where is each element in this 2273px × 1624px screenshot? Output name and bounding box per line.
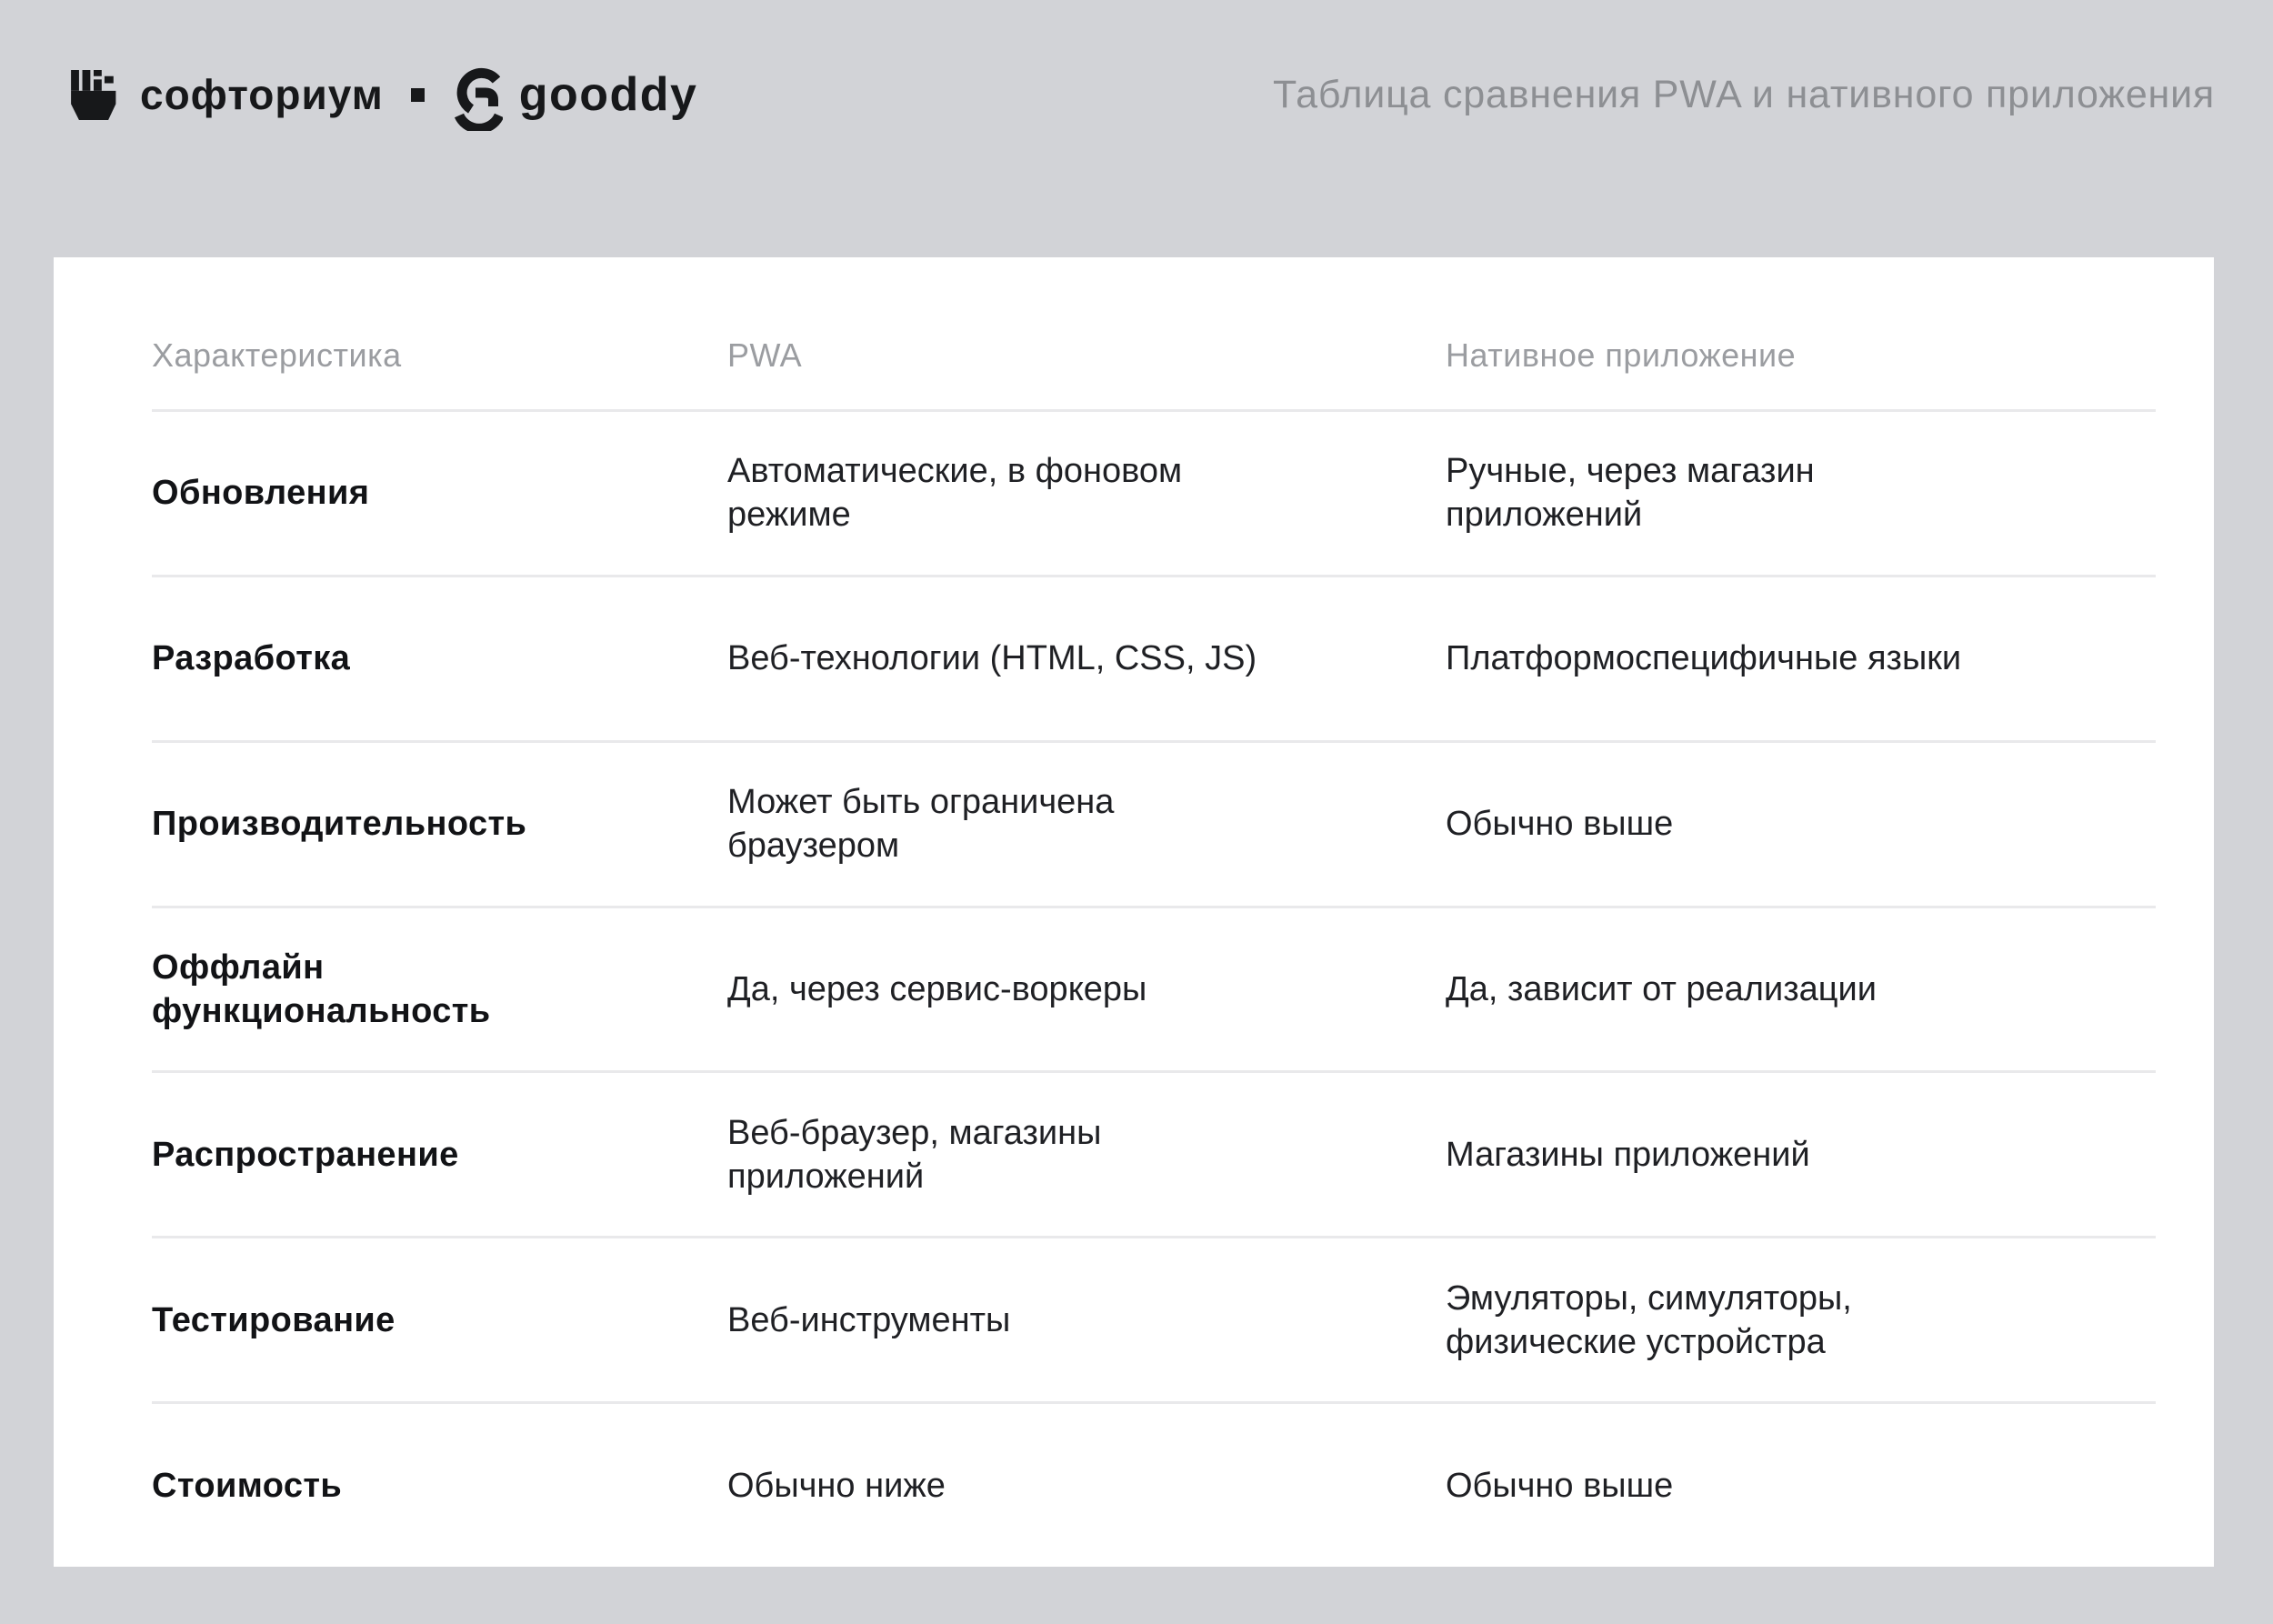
table-row: Разработка Веб-технологии (HTML, CSS, JS…	[152, 574, 2156, 740]
row-native-value: Магазины приложений	[1446, 1135, 1810, 1174]
row-pwa-value: Веб-инструменты	[727, 1300, 1011, 1339]
table-row: Тестирование Веб-инструменты Эмуляторы, …	[152, 1236, 2156, 1401]
column-header-pwa: PWA	[727, 336, 803, 374]
table-header-row: Характеристика PWA Нативное приложение	[152, 257, 2156, 409]
row-pwa-value: Веб-браузер, магазины приложений	[727, 1113, 1102, 1196]
row-native-value: Ручные, через магазин приложений	[1446, 452, 1815, 535]
table-row: Производительность Может быть ограничена…	[152, 739, 2156, 906]
column-header-native: Нативное приложение	[1446, 336, 1797, 374]
row-feature-label: Обновления	[152, 474, 370, 513]
square-separator-icon	[410, 87, 425, 102]
row-feature-label: Разработка	[152, 639, 351, 678]
brand-primary-wordmark: софториум	[140, 71, 384, 118]
row-native-value: Обычно выше	[1446, 805, 1674, 844]
row-pwa-value: Да, через сервис-воркеры	[727, 970, 1147, 1008]
brand-lockup: софториум gooddy	[71, 58, 697, 131]
top-bar: софториум gooddy Таблица сравнения PWA и…	[71, 56, 2215, 133]
row-native-value: Да, зависит от реализации	[1446, 970, 1877, 1008]
fist-icon	[71, 69, 116, 120]
table-row: Обновления Автоматические, в фоновом реж…	[152, 409, 2156, 575]
table-row: Оффлайн функциональность Да, через серви…	[152, 905, 2156, 1071]
row-pwa-value: Автоматические, в фоновом режиме	[727, 452, 1183, 535]
row-feature-label: Стоимость	[152, 1466, 343, 1505]
row-pwa-value: Может быть ограничена браузером	[727, 783, 1115, 866]
row-native-value: Платформоспецифичные языки	[1446, 639, 1962, 678]
column-header-feature: Характеристика	[152, 336, 402, 374]
table-row: Стоимость Обычно ниже Обычно выше	[152, 1401, 2156, 1567]
comparison-card: Характеристика PWA Нативное приложение О…	[54, 257, 2214, 1567]
table-body: Обновления Автоматические, в фоновом реж…	[152, 409, 2156, 1567]
row-feature-label: Оффлайн функциональность	[152, 948, 491, 1030]
page-title: Таблица сравнения PWA и нативного прилож…	[1273, 72, 2215, 116]
row-feature-label: Распространение	[152, 1135, 459, 1174]
row-feature-label: Тестирование	[152, 1300, 396, 1339]
gooddy-g-icon	[452, 58, 503, 131]
row-native-value: Обычно выше	[1446, 1466, 1674, 1505]
row-feature-label: Производительность	[152, 805, 527, 844]
row-pwa-value: Обычно ниже	[727, 1466, 946, 1505]
table-row: Распространение Веб-браузер, магазины пр…	[152, 1070, 2156, 1236]
row-pwa-value: Веб-технологии (HTML, CSS, JS)	[727, 639, 1257, 678]
row-native-value: Эмуляторы, симуляторы, физические устрой…	[1446, 1278, 1852, 1361]
brand-secondary-wordmark: gooddy	[518, 68, 698, 121]
